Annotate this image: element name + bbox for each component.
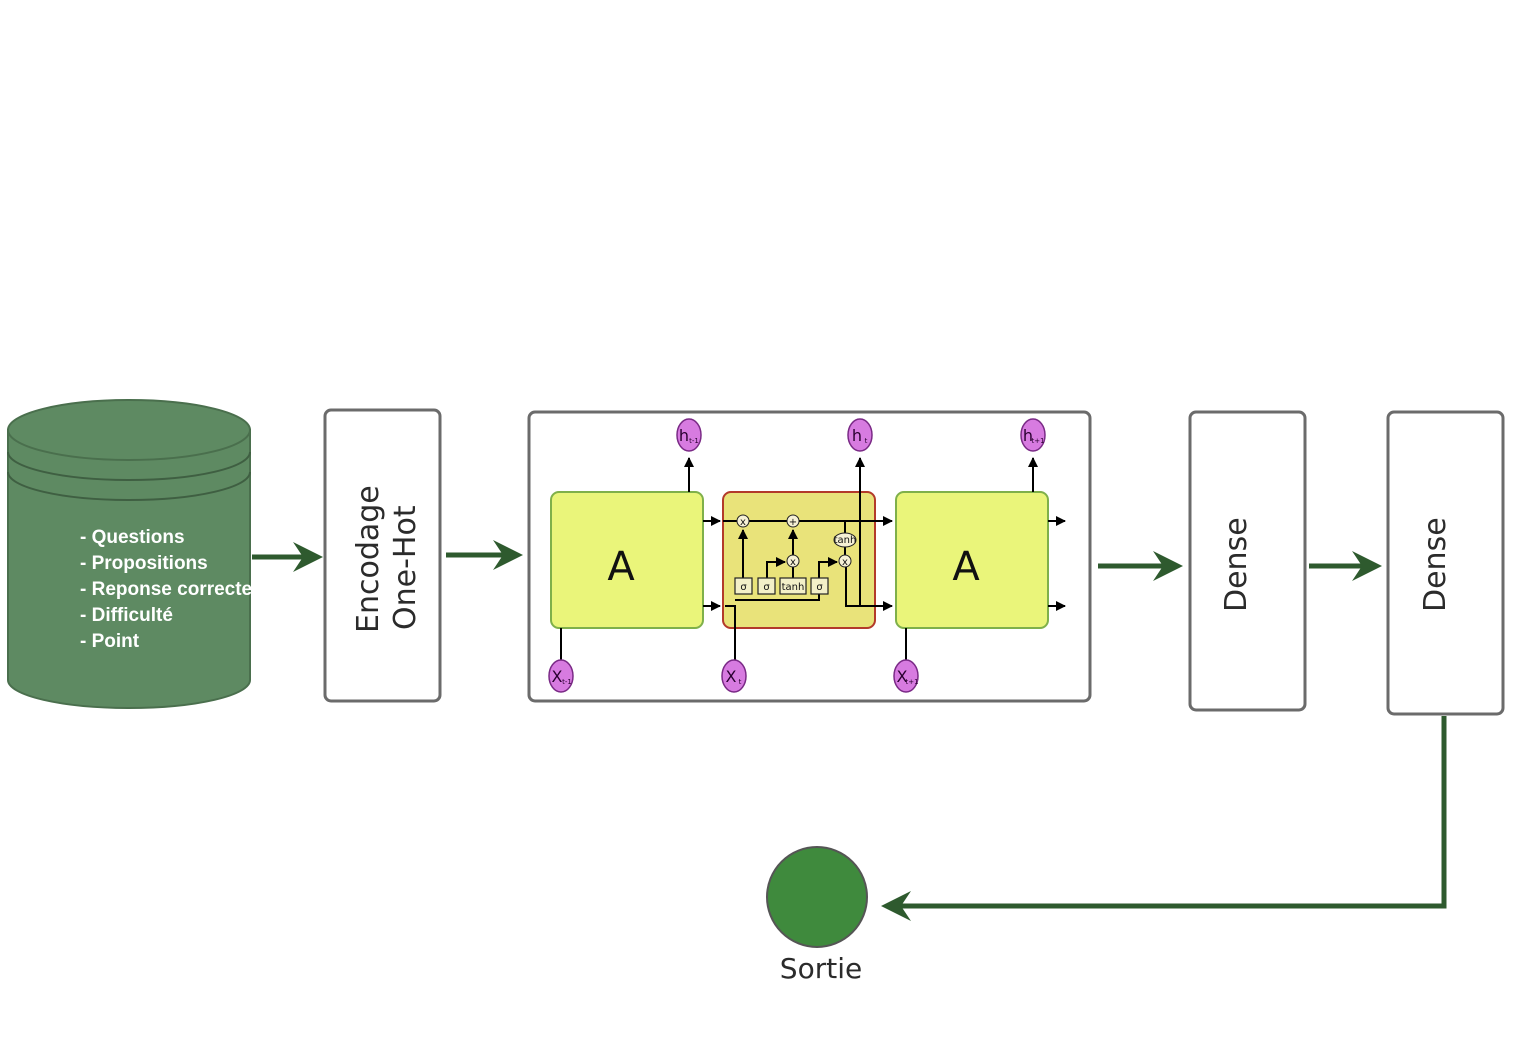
dense-box-1: Dense bbox=[1188, 410, 1307, 712]
output-h-prev-sub: t-1 bbox=[689, 437, 699, 445]
lstm-cell-right bbox=[895, 491, 1049, 629]
output-label: Sortie bbox=[780, 952, 862, 985]
gate-tanh: tanh bbox=[782, 582, 805, 593]
db-item-reponse: - Reponse correcte bbox=[80, 579, 252, 600]
encoding-label-line1: Encodage bbox=[351, 485, 386, 633]
database-cylinder: - Questions - Propositions - Reponse cor… bbox=[7, 399, 252, 709]
op-tanh: tanh bbox=[834, 535, 857, 546]
output-h-current: h bbox=[852, 426, 862, 445]
output-h-next-sub: t+1 bbox=[1031, 437, 1044, 445]
db-item-point: - Point bbox=[80, 631, 140, 652]
dense-box-2: Dense bbox=[1386, 410, 1505, 716]
gate-forget: σ bbox=[740, 582, 747, 593]
input-x-prev: X bbox=[552, 667, 563, 686]
lstm-cell-left-label: A bbox=[607, 544, 635, 590]
input-x-current: X bbox=[726, 667, 737, 686]
gate-output: σ bbox=[816, 582, 823, 593]
encoding-label-line2: One-Hot bbox=[388, 505, 423, 630]
lstm-box: A A σ σ bbox=[527, 410, 1092, 703]
dense1-label: Dense bbox=[1219, 517, 1254, 612]
op-multiply-forget: x bbox=[740, 517, 746, 528]
op-multiply-output: x bbox=[842, 557, 848, 568]
input-x-next-sub: t+1 bbox=[905, 678, 918, 686]
lstm-cell-left bbox=[550, 491, 704, 629]
encoding-box: Encodage One-Hot bbox=[323, 408, 442, 703]
db-item-difficulte: - Difficulté bbox=[80, 605, 173, 626]
output-node: Sortie bbox=[766, 846, 868, 985]
dense2-label: Dense bbox=[1418, 517, 1453, 612]
output-h-current-sub: t bbox=[865, 437, 868, 445]
lstm-pointwise-ops: x + x x tanh bbox=[736, 514, 857, 568]
output-h-next: h bbox=[1023, 426, 1033, 445]
gate-input: σ bbox=[763, 582, 770, 593]
input-x-next: X bbox=[897, 667, 908, 686]
lstm-gates: σ σ tanh σ bbox=[734, 577, 829, 595]
db-item-propositions: - Propositions bbox=[80, 553, 208, 574]
op-multiply-input: x bbox=[790, 557, 796, 568]
output-h-prev: h bbox=[679, 426, 689, 445]
input-x-prev-sub: t-1 bbox=[562, 678, 572, 686]
input-x-current-sub: t bbox=[739, 678, 742, 686]
db-item-questions: - Questions bbox=[80, 527, 185, 548]
arrow-dense2-to-output bbox=[881, 716, 1447, 921]
lstm-input-nodes: X t-1 X t X t+1 bbox=[548, 659, 919, 693]
lstm-output-nodes: h t-1 h t h t+1 bbox=[676, 418, 1046, 452]
lstm-cell-right-label: A bbox=[952, 544, 980, 590]
op-add: + bbox=[789, 517, 797, 528]
